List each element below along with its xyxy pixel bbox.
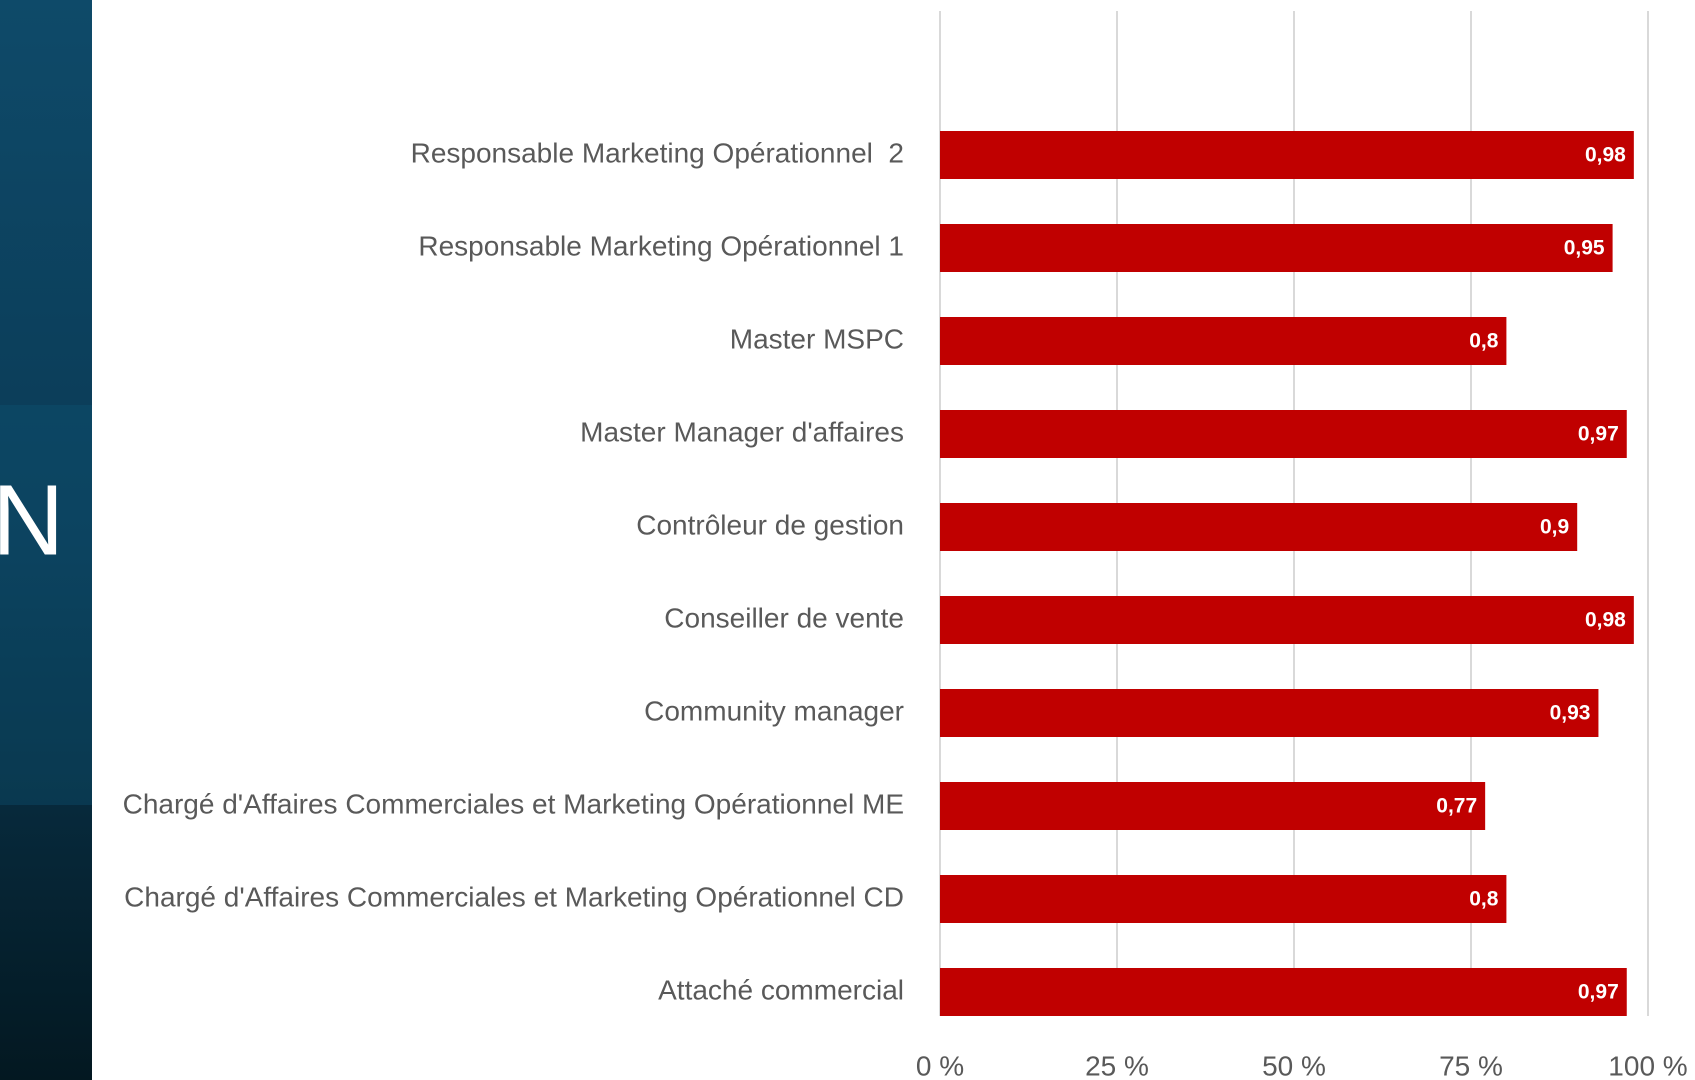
bar bbox=[940, 317, 1507, 365]
category-label: Attaché commercial bbox=[658, 974, 904, 1005]
bar bbox=[940, 224, 1613, 272]
value-label: 0,93 bbox=[1550, 702, 1591, 725]
plot: 0 % 25 % 50 % 75 % 100 % Responsable Marketin… bbox=[123, 11, 1688, 1080]
category-label: Responsable Marketing Opérationnel 1 bbox=[418, 230, 904, 261]
bar bbox=[940, 875, 1507, 923]
category-label: Community manager bbox=[644, 695, 904, 726]
category-label: Master Manager d'affaires bbox=[580, 416, 904, 447]
value-label: 0,77 bbox=[1436, 795, 1477, 818]
x-tick-label: 75 % bbox=[1439, 1050, 1503, 1080]
bar bbox=[940, 410, 1627, 458]
value-label: 0,98 bbox=[1585, 144, 1626, 167]
value-label: 0,8 bbox=[1469, 888, 1499, 911]
value-label: 0,95 bbox=[1564, 237, 1605, 260]
bar bbox=[940, 968, 1627, 1016]
category-label: Responsable Marketing Opérationnel 2 bbox=[411, 137, 904, 168]
category-label: Master MSPC bbox=[730, 323, 904, 354]
x-tick-label: 50 % bbox=[1262, 1050, 1326, 1080]
value-label: 0,9 bbox=[1540, 516, 1569, 539]
category-label: Contrôleur de gestion bbox=[636, 509, 904, 540]
side-panel-bg bbox=[0, 0, 92, 1080]
value-label: 0,97 bbox=[1578, 981, 1619, 1004]
value-label: 0,97 bbox=[1578, 423, 1619, 446]
side-panel: N bbox=[0, 0, 92, 1080]
category-label: Chargé d'Affaires Commerciales et Market… bbox=[123, 788, 904, 819]
slide-title-fragment: N bbox=[0, 464, 64, 576]
bar bbox=[940, 503, 1578, 551]
bar bbox=[940, 689, 1599, 737]
side-panel-shape bbox=[0, 405, 92, 805]
category-label: Conseiller de vente bbox=[664, 602, 904, 633]
x-tick-label: 0 % bbox=[916, 1050, 964, 1080]
value-label: 0,8 bbox=[1469, 330, 1499, 353]
category-label: Chargé d'Affaires Commerciales et Market… bbox=[124, 881, 904, 912]
bar bbox=[940, 131, 1634, 179]
value-label: 0,98 bbox=[1585, 609, 1626, 632]
x-tick-label: 25 % bbox=[1085, 1050, 1149, 1080]
x-tick-label: 100 % bbox=[1608, 1050, 1687, 1080]
bar bbox=[940, 596, 1634, 644]
bar bbox=[940, 782, 1486, 830]
